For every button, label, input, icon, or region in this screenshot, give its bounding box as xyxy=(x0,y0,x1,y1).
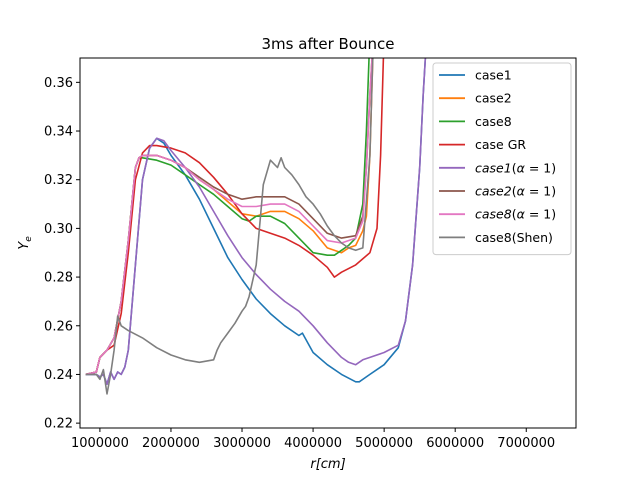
legend-label: case2(α = 1) xyxy=(475,184,556,199)
legend: case1 case2 case8 case GR case1(α = 1) case2(… xyxy=(432,62,572,256)
y-tick-label: 0.32 xyxy=(44,173,73,188)
y-tick-label: 0.30 xyxy=(44,222,73,237)
series-line-8 xyxy=(85,58,374,395)
legend-label: case8(α = 1) xyxy=(475,207,556,222)
y-tick-label: 0.24 xyxy=(44,368,73,383)
x-axis-label: r[cm] xyxy=(310,457,345,472)
y-tick-label: 0.34 xyxy=(44,125,73,140)
series-line-5 xyxy=(85,58,427,386)
series-line-1 xyxy=(85,58,427,386)
y-axis-label: Ye xyxy=(17,236,34,250)
y-tick-label: 0.36 xyxy=(44,76,73,91)
x-tick-label: 3000000 xyxy=(213,436,271,451)
y-axis: 0.22 0.24 0.26 0.28 0.30 0.32 0.34 0.36 xyxy=(44,76,80,432)
y-tick-label: 0.22 xyxy=(44,417,73,432)
series-line-3 xyxy=(85,58,370,376)
x-tick-label: 5000000 xyxy=(355,436,413,451)
x-tick-label: 6000000 xyxy=(426,436,484,451)
legend-label: case2 xyxy=(475,91,512,106)
x-tick-label: 2000000 xyxy=(142,436,200,451)
series-line-4 xyxy=(85,58,385,376)
x-tick-label: 1000000 xyxy=(71,436,129,451)
legend-label: case GR xyxy=(475,137,526,152)
legend-label: case8 xyxy=(475,114,512,129)
legend-box xyxy=(432,62,572,256)
legend-label: case8(Shen) xyxy=(475,230,553,245)
legend-label: case1(α = 1) xyxy=(475,160,556,175)
chart-title: 3ms after Bounce xyxy=(262,35,395,53)
plot-frame xyxy=(79,57,577,429)
x-axis: 1000000 2000000 3000000 4000000 5000000 60000… xyxy=(71,428,555,451)
plot-lines xyxy=(85,58,427,395)
x-tick-label: 4000000 xyxy=(284,436,342,451)
y-tick-label: 0.28 xyxy=(44,271,73,286)
y-tick-label: 0.26 xyxy=(44,319,73,334)
series-line-7 xyxy=(85,58,373,376)
series-line-2 xyxy=(85,58,374,376)
legend-label: case1 xyxy=(475,68,512,83)
x-tick-label: 7000000 xyxy=(497,436,555,451)
